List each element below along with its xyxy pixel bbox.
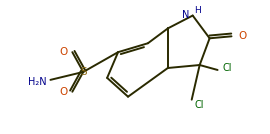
Text: S: S [80,67,87,77]
Text: O: O [238,31,247,41]
Text: O: O [59,87,67,97]
Text: N: N [182,10,190,20]
Text: H: H [194,5,200,15]
Text: Cl: Cl [222,63,232,73]
Text: H₂N: H₂N [28,77,46,87]
Text: O: O [59,47,67,57]
Text: Cl: Cl [195,100,204,110]
